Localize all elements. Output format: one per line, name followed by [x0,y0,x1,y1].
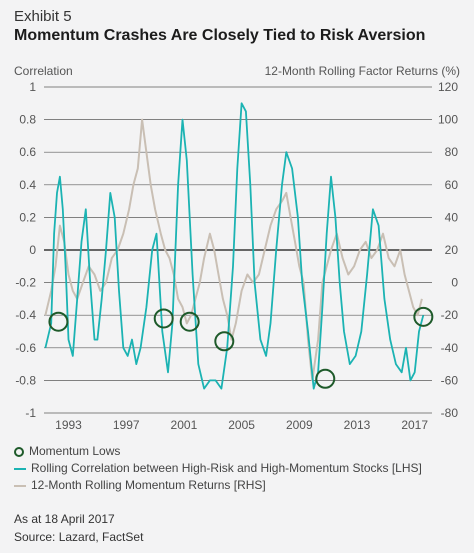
momentum-low-marker [48,311,69,332]
y-tick-right: -80 [441,406,459,420]
x-tick: 1993 [55,418,82,432]
chart-plot: 1 120 0.8 100 0.6 80 0.4 60 0.2 40 0 20 -0.2 0 -0.4 -20… [15,80,459,432]
y-tick-left: 0.4 [19,178,36,192]
legend-item-momentum: 12-Month Rolling Momentum Returns [RHS] [14,477,422,494]
correlation-swatch [14,467,26,470]
momentum-lows-swatch [14,446,24,457]
momentum-low-marker [153,308,174,329]
x-tick: 1997 [113,418,140,432]
y-tick-right: 60 [445,178,459,192]
y-tick-left: -0.4 [15,308,36,322]
exhibit-label: Exhibit 5 [14,8,72,25]
y-tick-right: 40 [445,210,459,224]
momentum-swatch [14,484,26,487]
momentum-low-marker [315,368,336,389]
y-tick-left: 0.8 [19,113,36,127]
y-tick-right: 120 [438,80,458,94]
x-tick: 2005 [228,418,255,432]
y-tick-left: 0 [29,243,36,257]
y-tick-left: -1 [25,406,36,420]
legend-label-lows: Momentum Lows [29,444,121,458]
y-tick-left: -0.2 [15,276,36,290]
y-tick-right: 0 [451,276,458,290]
y-tick-right: -40 [441,341,459,355]
y-tick-right: -60 [441,373,459,387]
y-tick-left: 1 [29,80,36,94]
legend-label-correlation: Rolling Correlation between High-Risk an… [31,461,422,475]
y-tick-right: 100 [438,113,458,127]
x-tick: 2017 [401,418,428,432]
legend-label-momentum: 12-Month Rolling Momentum Returns [RHS] [31,478,266,492]
y-tick-right: 20 [445,243,459,257]
right-axis-label: 12-Month Rolling Factor Returns (%) [264,64,460,78]
x-tick: 2013 [344,418,371,432]
as-of-date: As at 18 April 2017 [14,512,115,526]
y-tick-left: 0.6 [19,145,36,159]
legend-item-lows: Momentum Lows [14,443,422,460]
momentum-returns-line [44,118,423,382]
legend-item-correlation: Rolling Correlation between High-Risk an… [14,460,422,477]
y-tick-left: -0.6 [15,341,36,355]
source-note: Source: Lazard, FactSet [14,530,144,544]
chart-title: Momentum Crashes Are Closely Tied to Ris… [14,27,426,44]
y-tick-right: -20 [441,308,459,322]
left-axis-label: Correlation [14,64,73,78]
y-tick-left: -0.8 [15,373,36,387]
x-tick: 2001 [171,418,198,432]
x-tick: 2009 [286,418,313,432]
legend: Momentum Lows Rolling Correlation betwee… [14,443,422,494]
momentum-low-marker [413,306,434,327]
momentum-low-marker [214,331,235,352]
correlation-line [44,102,425,390]
y-tick-left: 0.2 [19,210,36,224]
momentum-low-marker [179,311,200,332]
y-tick-right: 80 [445,145,459,159]
